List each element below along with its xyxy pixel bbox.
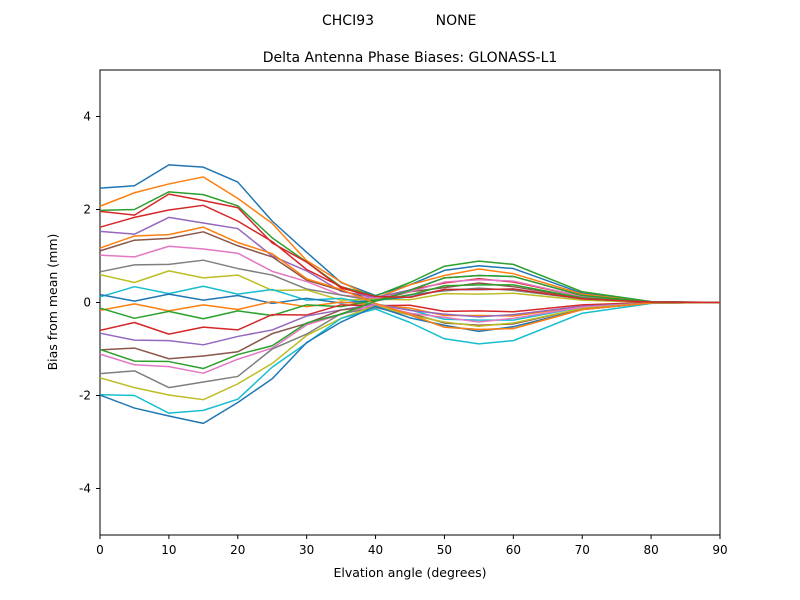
series-lines	[99, 164, 721, 425]
y-tick-label: -2	[79, 389, 91, 403]
series-line-23	[99, 274, 721, 370]
x-axis-ticks: 0 10 20 30 40 50 60 70 80 90	[96, 535, 728, 557]
x-tick-label: 0	[96, 543, 104, 557]
series-line-20	[99, 301, 721, 414]
figure-title-station: CHCI93	[322, 13, 374, 29]
x-tick-label: 20	[230, 543, 245, 557]
series-line-24	[99, 193, 721, 304]
series-line-3	[99, 191, 721, 304]
series-line-2	[99, 176, 721, 304]
series-line-9	[99, 270, 720, 304]
series-line-22	[99, 226, 721, 331]
y-axis-label: Bias from mean (mm)	[45, 234, 60, 371]
x-tick-label: 10	[161, 543, 176, 557]
x-tick-label: 40	[368, 543, 383, 557]
series-line-6	[99, 231, 721, 304]
series-line-14	[99, 301, 720, 335]
y-tick-label: 0	[83, 296, 91, 310]
y-tick-label: 4	[83, 110, 91, 124]
x-tick-label: 80	[643, 543, 658, 557]
x-tick-label: 60	[506, 543, 521, 557]
series-line-17	[99, 301, 721, 374]
figure-title-mode: NONE	[436, 13, 477, 29]
x-tick-label: 30	[299, 543, 314, 557]
x-tick-label: 50	[437, 543, 452, 557]
series-line-21	[99, 301, 721, 425]
chart-title: Delta Antenna Phase Biases: GLONASS-L1	[263, 50, 558, 66]
x-tick-label: 90	[712, 543, 727, 557]
y-tick-label: 2	[83, 203, 91, 217]
y-axis-ticks: -4 -2 0 2 4	[79, 110, 100, 496]
x-axis-label: Elvation angle (degrees)	[333, 565, 486, 580]
series-line-1	[99, 164, 721, 304]
series-line-13	[99, 284, 721, 320]
y-tick-label: -4	[79, 482, 91, 496]
series-line-19	[99, 301, 721, 401]
plot-area	[99, 69, 721, 536]
x-tick-label: 70	[575, 543, 590, 557]
